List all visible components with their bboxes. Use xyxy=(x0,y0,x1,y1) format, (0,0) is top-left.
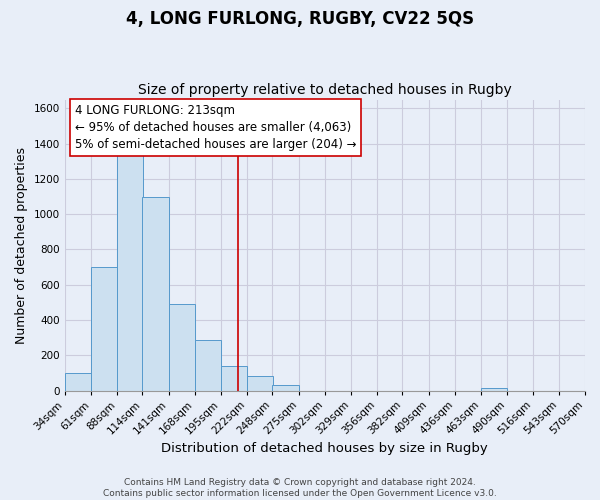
Text: 4, LONG FURLONG, RUGBY, CV22 5QS: 4, LONG FURLONG, RUGBY, CV22 5QS xyxy=(126,10,474,28)
Text: 4 LONG FURLONG: 213sqm
← 95% of detached houses are smaller (4,063)
5% of semi-d: 4 LONG FURLONG: 213sqm ← 95% of detached… xyxy=(75,104,356,151)
Bar xyxy=(91,267,117,390)
Bar xyxy=(221,366,247,390)
Bar xyxy=(117,154,143,390)
Y-axis label: Number of detached properties: Number of detached properties xyxy=(15,146,28,344)
Bar xyxy=(169,304,195,390)
Bar xyxy=(247,376,274,390)
Bar xyxy=(481,388,508,390)
Bar xyxy=(142,196,169,390)
Title: Size of property relative to detached houses in Rugby: Size of property relative to detached ho… xyxy=(138,83,512,97)
Bar xyxy=(272,386,299,390)
X-axis label: Distribution of detached houses by size in Rugby: Distribution of detached houses by size … xyxy=(161,442,488,455)
Bar xyxy=(65,373,91,390)
Bar xyxy=(195,340,221,390)
Text: Contains HM Land Registry data © Crown copyright and database right 2024.
Contai: Contains HM Land Registry data © Crown c… xyxy=(103,478,497,498)
